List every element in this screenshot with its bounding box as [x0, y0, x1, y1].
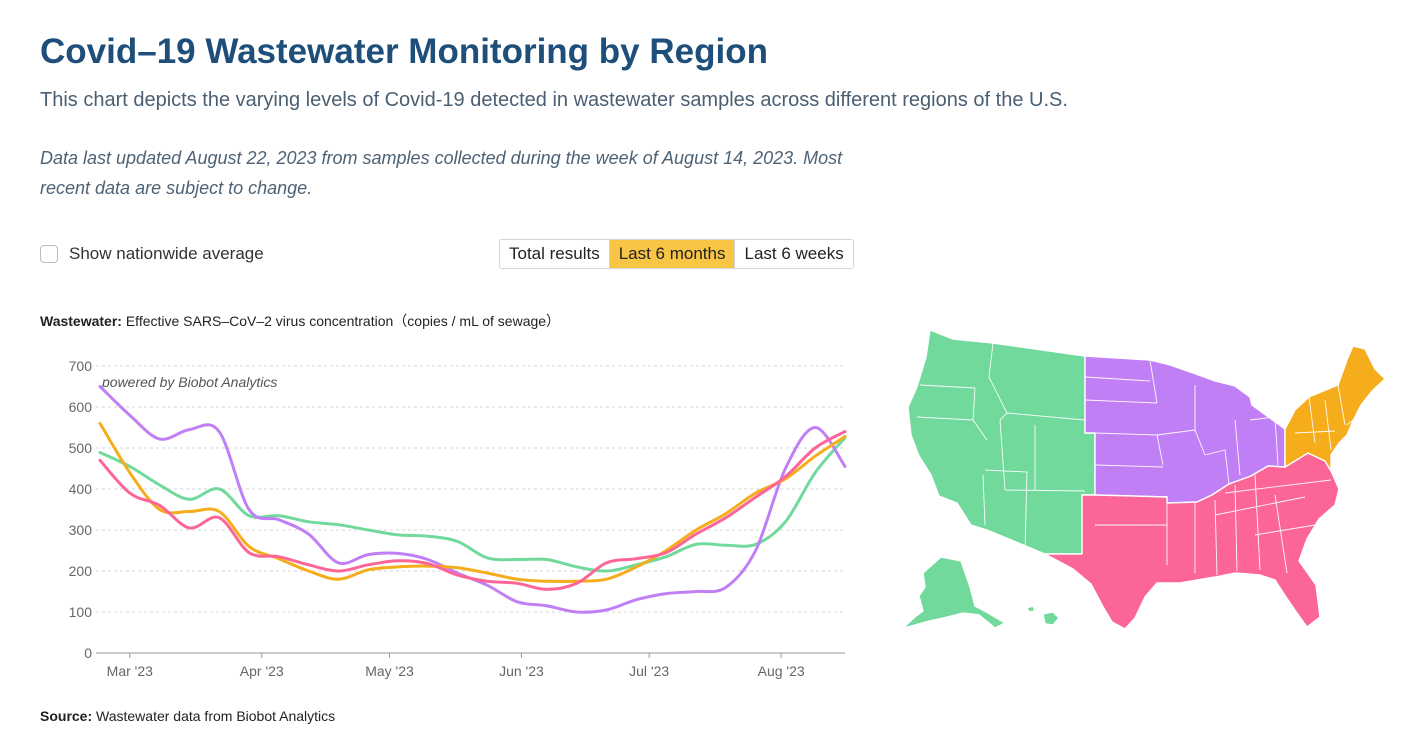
- y-tick-label: 100: [69, 604, 93, 620]
- tab-last-6-weeks[interactable]: Last 6 weeks: [734, 240, 853, 268]
- y-tick-label: 0: [84, 645, 92, 661]
- y-tick-label: 500: [69, 440, 93, 456]
- tab-last-6-months[interactable]: Last 6 months: [608, 240, 735, 268]
- x-tick-label: Jul '23: [629, 663, 669, 679]
- axis-title-text: Effective SARS–CoV–2 virus concentration…: [125, 313, 561, 329]
- page-subtitle: This chart depicts the varying levels of…: [40, 89, 1068, 111]
- y-tick-label: 400: [69, 481, 93, 497]
- y-tick-label: 600: [69, 399, 93, 415]
- series-line-4: [98, 430, 847, 591]
- chart-axis-title: Wastewater: Effective SARS–CoV–2 virus c…: [40, 311, 560, 331]
- nationwide-average-toggle[interactable]: Show nationwide average: [40, 244, 264, 264]
- map-region-alaska[interactable]: [902, 556, 1006, 629]
- page-title: Covid–19 Wastewater Monitoring by Region: [40, 32, 768, 71]
- watermark: powered by Biobot Analytics: [101, 374, 277, 390]
- map-region-northeast[interactable]: [1284, 345, 1386, 472]
- y-tick-label: 200: [69, 563, 93, 579]
- us-region-map: [902, 329, 1386, 630]
- series-line-3: [98, 421, 847, 584]
- source-text: Wastewater data from Biobot Analytics: [96, 708, 336, 724]
- nationwide-average-checkbox[interactable]: [40, 245, 58, 263]
- nationwide-average-label[interactable]: Show nationwide average: [69, 244, 264, 263]
- source-bold: Source:: [40, 708, 93, 724]
- y-tick-label: 700: [69, 358, 93, 374]
- time-range-tabs: Total results Last 6 months Last 6 weeks: [499, 239, 854, 269]
- x-tick-label: Jun '23: [499, 663, 544, 679]
- x-tick-label: May '23: [365, 663, 414, 679]
- update-note: Data last updated August 22, 2023 from s…: [40, 148, 843, 198]
- x-tick-label: Aug '23: [758, 663, 805, 679]
- x-tick-label: Apr '23: [240, 663, 284, 679]
- wastewater-line-chart: 0 100 200 300 400 500 600 700 Mar '23 Apr '23 May …: [69, 358, 847, 679]
- source-note: Source: Wastewater data from Biobot Anal…: [40, 708, 335, 724]
- map-region-hawaii[interactable]: [1026, 605, 1060, 626]
- map-region-south[interactable]: [1044, 452, 1340, 630]
- tab-total-results[interactable]: Total results: [500, 240, 609, 268]
- y-tick-label: 300: [69, 522, 93, 538]
- series-line-1: [98, 436, 847, 573]
- axis-title-bold: Wastewater:: [40, 313, 122, 329]
- x-tick-label: Mar '23: [107, 663, 153, 679]
